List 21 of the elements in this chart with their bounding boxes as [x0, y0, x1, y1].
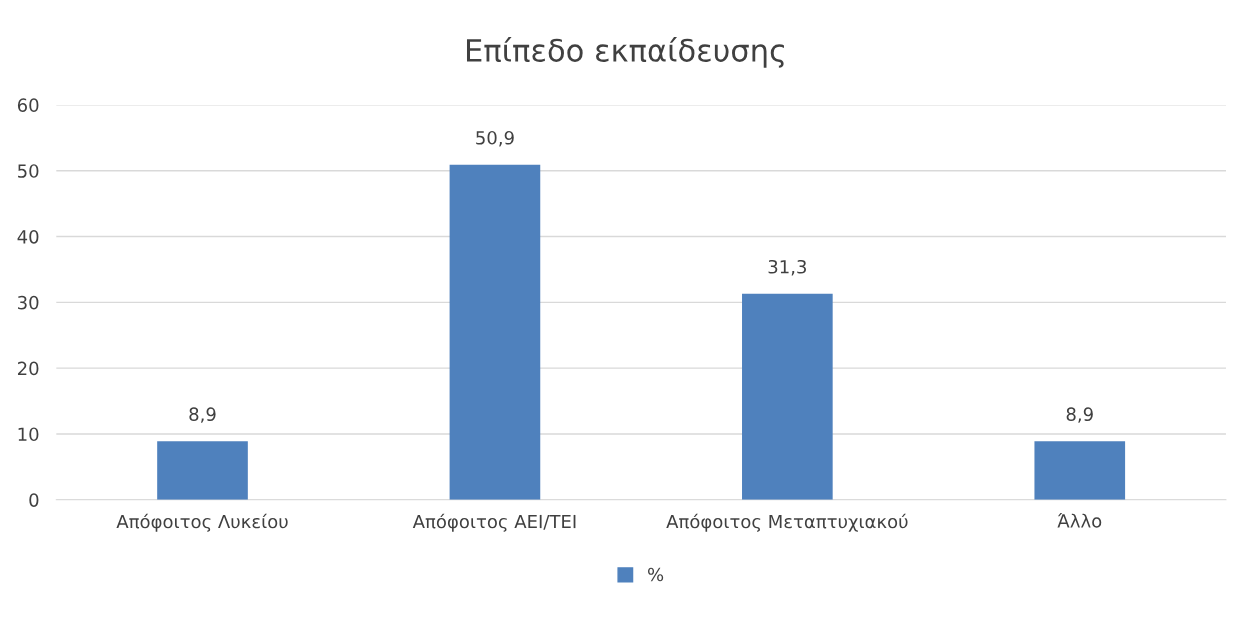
data-label: 8,9 — [1066, 407, 1093, 423]
y-tick-label: 30 — [18, 295, 39, 310]
bar — [449, 164, 541, 500]
bar — [742, 293, 833, 500]
chart-title: Επίπεδο εκπαίδευσης — [466, 37, 784, 68]
y-tick-label: 40 — [17, 229, 39, 244]
legend-label: % — [648, 567, 664, 582]
y-tick-label: 20 — [17, 361, 39, 376]
x-tick-label: Απόφοιτος Λυκείου — [116, 513, 288, 532]
bar — [1034, 441, 1126, 500]
y-tick-label: 10 — [18, 427, 39, 442]
bar — [157, 441, 248, 500]
x-tick-label: Απόφοιτος Μεταπτυχιακού — [666, 513, 908, 532]
data-label: 50,9 — [476, 130, 514, 147]
x-tick-label: Άλλο — [1057, 512, 1102, 528]
y-tick-label: 50 — [18, 164, 39, 178]
data-label: 8,9 — [189, 407, 216, 423]
y-tick-label: 0 — [29, 493, 39, 507]
y-tick-label: 60 — [17, 98, 39, 113]
x-tick-label: Απόφοιτος ΑΕΙ/ΤΕΙ — [412, 513, 576, 532]
data-label: 31,3 — [768, 259, 806, 276]
